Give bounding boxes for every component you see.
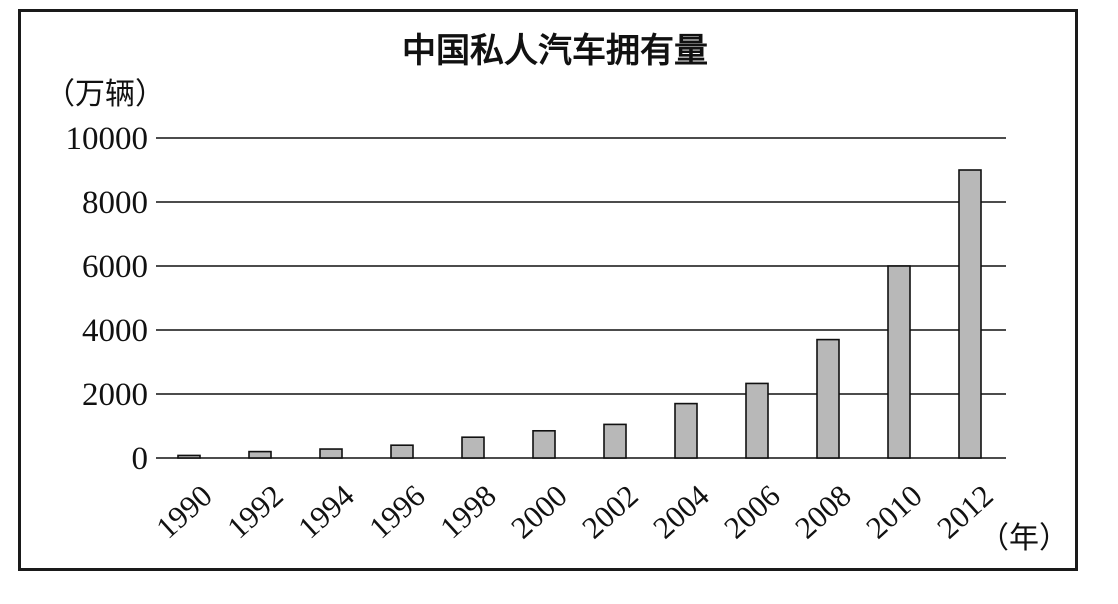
bar-1990 [177, 454, 201, 459]
y-axis-ticks: 0 2000 4000 6000 8000 10000 [66, 121, 149, 477]
bar-2000 [532, 429, 556, 459]
x-axis-ticks: 1990 1992 1994 1996 1998 2000 2002 2004 2006 2008… [149, 478, 999, 546]
y-tick-label: 10000 [66, 121, 149, 157]
bar-2006 [745, 382, 769, 459]
y-tick-label: 4000 [82, 313, 148, 349]
x-tick-label: 2004 [646, 478, 716, 546]
x-tick-label: 1990 [149, 478, 218, 545]
chart-frame: 中国私人汽车拥有量 （万辆） （年） 0 2000 4000 6000 8000 1000… [18, 9, 1078, 571]
x-tick-label: 1994 [291, 478, 361, 546]
x-tick-label: 1996 [362, 478, 431, 545]
y-tick-label: 6000 [82, 249, 148, 285]
bar-1994 [319, 448, 343, 459]
bar-2002 [603, 423, 627, 459]
bar-1992 [248, 450, 272, 459]
bars [177, 169, 982, 459]
y-tick-label: 8000 [82, 185, 148, 221]
bar-1996 [390, 444, 414, 459]
bar-2010 [887, 265, 911, 459]
bar-2008 [816, 338, 840, 459]
x-tick-label: 2002 [575, 478, 644, 545]
y-tick-label: 2000 [82, 377, 148, 413]
x-tick-label: 2006 [717, 478, 786, 545]
y-axis-unit-label: （万辆） [45, 77, 165, 112]
chart-title: 中国私人汽车拥有量 [402, 31, 708, 71]
x-tick-label: 2000 [504, 478, 573, 545]
y-tick-label: 0 [132, 441, 149, 477]
x-tick-label: 2010 [859, 478, 928, 545]
gridlines [156, 137, 1006, 459]
bar-chart: 中国私人汽车拥有量 （万辆） （年） 0 2000 4000 6000 8000 1000… [45, 31, 1069, 556]
bar-1998 [461, 436, 485, 459]
x-tick-label: 1998 [433, 478, 502, 545]
x-tick-label: 1992 [220, 478, 289, 545]
x-axis-unit-label: （年） [979, 521, 1069, 556]
bar-2004 [674, 402, 698, 459]
x-tick-label: 2008 [788, 478, 857, 545]
bar-2012 [958, 169, 982, 459]
